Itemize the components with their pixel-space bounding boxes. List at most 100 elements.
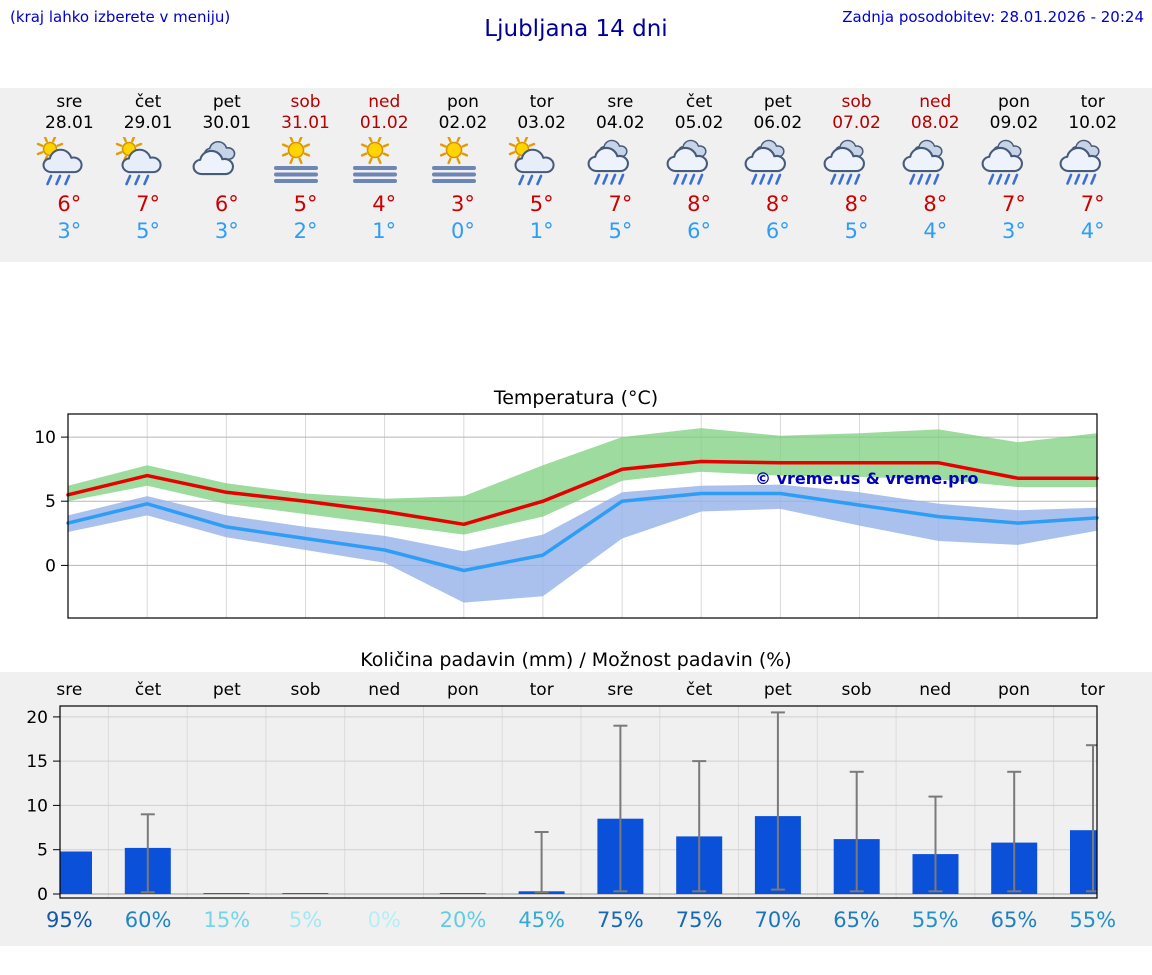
day-min-temp: 4° [1080, 219, 1105, 243]
day-min-temp: 3° [1002, 219, 1026, 243]
day-max-temp: 8° [687, 192, 712, 216]
day-max-temp: 8° [844, 192, 869, 216]
day-date: 31.01 [281, 113, 330, 133]
rain-icon [1053, 137, 1132, 189]
day-max-temp: 5° [293, 192, 318, 216]
forecast-day-column: sob 31.01 5° 2° [266, 92, 345, 262]
precip-day-label: čet [685, 680, 713, 700]
day-name: čet [134, 92, 162, 112]
day-min-temp: 3° [57, 219, 82, 243]
rain-icon [738, 137, 817, 189]
day-max-temp: 7° [608, 192, 633, 216]
forecast-day-column: pet 06.02 8° 6° [738, 92, 817, 262]
forecast-day-column: čet 05.02 8° 6° [660, 92, 739, 262]
precipitation-chart-title: Količina padavin (mm) / Možnost padavin … [360, 649, 792, 671]
precip-bar [60, 851, 92, 894]
precip-probability: 20% [439, 908, 487, 932]
day-name: sob [290, 92, 321, 112]
forecast-day-column: sre 28.01 6° 3° [30, 92, 109, 262]
precip-day-labels-row: sre čet pet sob ned pon tor sre čet pet sob ned pon t… [0, 678, 1152, 702]
precip-probability: 0% [367, 908, 401, 932]
precip-probability: 95% [46, 908, 93, 932]
day-max-temp: 7° [1002, 192, 1026, 216]
precip-probability: 45% [518, 908, 566, 932]
rain-icon [660, 137, 739, 189]
day-date: 03.02 [517, 113, 566, 133]
day-date: 06.02 [753, 113, 803, 133]
temperature-chart: 0 5 10 © vreme.us & vreme.pro [0, 410, 1152, 626]
precip-bar [439, 893, 486, 894]
day-min-temp: 1° [372, 219, 397, 243]
precip-probability: 5% [288, 908, 323, 932]
forecast-day-column: sre 04.02 7° 5° [581, 92, 660, 262]
svg-text:20: 20 [26, 708, 48, 728]
day-min-temp: 6° [765, 219, 790, 243]
watermark-link[interactable]: © vreme.us & vreme.pro [755, 469, 978, 488]
precipitation-chart-plot: 0 5 10 15 20 [0, 702, 1152, 904]
day-min-temp: 5° [136, 219, 161, 243]
svg-text:15: 15 [26, 752, 48, 772]
precip-probability: 75% [675, 908, 723, 932]
forecast-day-column: pon 09.02 7° 3° [975, 92, 1054, 262]
day-min-temp: 0° [451, 219, 475, 243]
page-title: Ljubljana 14 dni [484, 16, 668, 42]
day-date: 10.02 [1068, 113, 1118, 133]
day-date: 05.02 [674, 113, 724, 133]
precip-probability: 15% [203, 908, 251, 932]
day-min-temp: 5° [608, 219, 633, 243]
day-min-temp: 5° [844, 219, 869, 243]
precip-probability: 55% [911, 908, 959, 932]
rain-icon [817, 137, 896, 189]
svg-text:10: 10 [34, 428, 56, 448]
day-name: sob [841, 92, 872, 112]
day-date: 01.02 [359, 113, 409, 133]
precip-day-label: sob [290, 680, 321, 700]
precip-day-label: ned [919, 680, 952, 700]
day-max-temp: 6° [57, 192, 82, 216]
forecast-day-strip: sre 28.01 6° 3° čet 29.01 7° 5° pet 30.0… [0, 88, 1152, 262]
cloudy-icon [187, 137, 266, 189]
forecast-day-column: ned 08.02 8° 4° [896, 92, 975, 262]
sun-fog-icon [266, 137, 345, 189]
day-max-temp: 8° [765, 192, 790, 216]
forecast-day-column: pet 30.01 6° 3° [187, 92, 266, 262]
precip-day-label: sob [841, 680, 872, 700]
forecast-day-column: pon 02.02 3° 0° [424, 92, 503, 262]
precip-bar [203, 893, 250, 894]
day-name: sre [56, 92, 83, 112]
precip-day-label: sre [56, 680, 83, 700]
day-max-temp: 7° [136, 192, 161, 216]
precip-bar [282, 893, 329, 894]
day-name: pon [446, 92, 479, 112]
rain-icon [975, 137, 1054, 189]
day-name: ned [919, 92, 952, 112]
day-date: 30.01 [202, 113, 252, 133]
day-date: 02.02 [438, 113, 488, 133]
day-max-temp: 5° [529, 192, 554, 216]
day-max-temp: 4° [372, 192, 397, 216]
precip-probability: 70% [754, 908, 802, 932]
day-name: pon [998, 92, 1030, 112]
precip-day-label: tor [529, 680, 554, 700]
day-min-temp: 6° [687, 219, 712, 243]
sun-fog-icon [424, 137, 503, 189]
precip-day-label: čet [134, 680, 162, 700]
forecast-day-column: čet 29.01 7° 5° [109, 92, 188, 262]
day-date: 07.02 [832, 113, 881, 133]
precip-probability: 65% [990, 908, 1038, 932]
precip-day-label: tor [1080, 680, 1105, 700]
precip-probability-row: 95% 60% 15% 5% 0% 20% 45% 75% 75% 70% 65% 55% 65% 55% [0, 904, 1152, 936]
forecast-day-column: tor 03.02 5° 1° [502, 92, 581, 262]
rain-icon [896, 137, 975, 189]
day-name: sre [607, 92, 634, 112]
day-min-temp: 2° [293, 219, 318, 243]
precip-probability: 65% [833, 908, 880, 932]
forecast-day-column: tor 10.02 7° 4° [1053, 92, 1132, 262]
precip-day-label: pet [212, 680, 241, 700]
forecast-day-column: ned 01.02 4° 1° [345, 92, 424, 262]
svg-text:5: 5 [45, 492, 56, 512]
precip-day-label: pon [998, 680, 1030, 700]
precip-probability: 75% [597, 908, 644, 932]
day-name: pet [212, 92, 241, 112]
day-min-temp: 4° [923, 219, 948, 243]
